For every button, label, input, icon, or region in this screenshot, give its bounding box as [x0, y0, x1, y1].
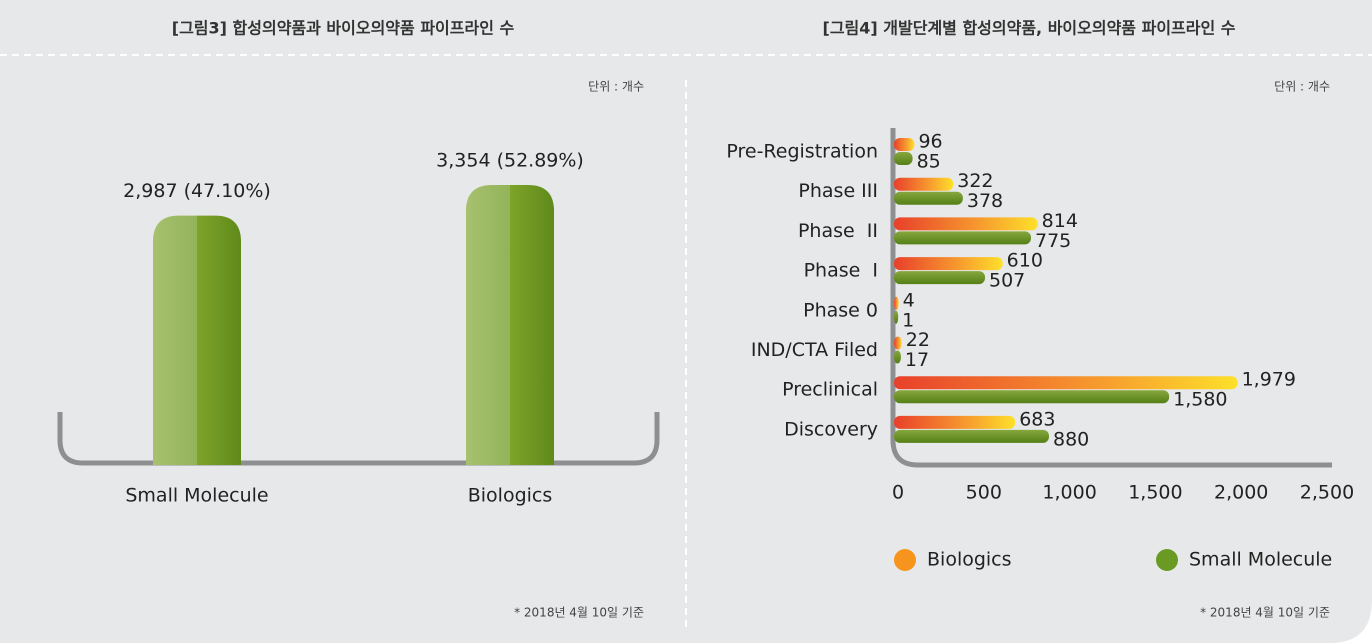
category-label: Discovery: [784, 418, 878, 440]
bar: [894, 271, 986, 285]
value-label: 814: [1042, 210, 1078, 232]
category-label: Preclinical: [782, 379, 878, 401]
value-label: 683: [1019, 408, 1055, 430]
value-label: 2,987 (47.10%): [123, 180, 271, 202]
category-label: Phase 0: [803, 299, 878, 321]
value-label: 96: [918, 131, 942, 153]
chart-title: [그림4] 개발단계별 합성의약품, 바이오의약품 파이프라인 수: [823, 19, 1236, 38]
bar: [894, 390, 1170, 404]
value-label: 1,580: [1173, 389, 1227, 411]
x-tick-label: 2,000: [1214, 482, 1268, 504]
bar: [894, 296, 899, 310]
legend-label: Biologics: [927, 549, 1012, 571]
bar: [894, 152, 913, 165]
value-label: 3,354 (52.89%): [436, 150, 584, 172]
value-label: 4: [903, 289, 915, 311]
x-tick-label: 1,000: [1042, 482, 1096, 504]
category-label: IND/CTA Filed: [751, 339, 878, 361]
bar: [894, 177, 954, 191]
chart-title: [그림3] 합성의약품과 바이오의약품 파이프라인 수: [172, 19, 515, 38]
unit-label: 단위 : 개수: [1274, 80, 1330, 94]
bar: [894, 310, 899, 324]
unit-label: 단위 : 개수: [588, 80, 644, 94]
category-label: Phase I: [804, 260, 878, 282]
value-label: 85: [917, 151, 941, 173]
bar: [894, 376, 1238, 390]
x-tick-label: 1,500: [1128, 482, 1182, 504]
category-label: Phase III: [798, 180, 878, 202]
bar: [894, 257, 1003, 271]
bar: [466, 185, 554, 465]
value-label: 17: [905, 349, 929, 371]
category-label: Biologics: [468, 485, 553, 507]
footnote: * 2018년 4월 10일 기준: [1200, 606, 1330, 620]
legend-swatch: [1156, 549, 1178, 571]
legend-label: Small Molecule: [1189, 549, 1332, 571]
bar: [894, 191, 963, 205]
footnote: * 2018년 4월 10일 기준: [514, 606, 644, 620]
value-label: 507: [989, 270, 1025, 292]
bar: [894, 231, 1031, 245]
bar: [894, 350, 901, 364]
value-label: 378: [967, 190, 1003, 212]
value-label: 1: [902, 309, 914, 331]
x-tick-label: 500: [966, 482, 1002, 504]
bar: [894, 336, 902, 350]
legend-swatch: [894, 549, 916, 571]
bar: [894, 217, 1038, 231]
bowl: [57, 412, 660, 466]
bar: [894, 429, 1050, 443]
bar: [894, 138, 915, 151]
value-label: 22: [906, 329, 930, 351]
bar: [894, 415, 1016, 429]
category-label: Small Molecule: [125, 485, 268, 507]
axis: [890, 128, 1332, 468]
value-label: 880: [1053, 428, 1089, 450]
bar: [153, 215, 241, 465]
value-label: 775: [1035, 230, 1071, 252]
category-label: Phase II: [798, 220, 878, 242]
x-tick-label: 2,500: [1300, 482, 1354, 504]
value-label: 610: [1007, 250, 1043, 272]
x-tick-label: 0: [892, 482, 904, 504]
value-label: 322: [957, 170, 993, 192]
category-label: Pre-Registration: [726, 141, 878, 163]
value-label: 1,979: [1242, 369, 1296, 391]
